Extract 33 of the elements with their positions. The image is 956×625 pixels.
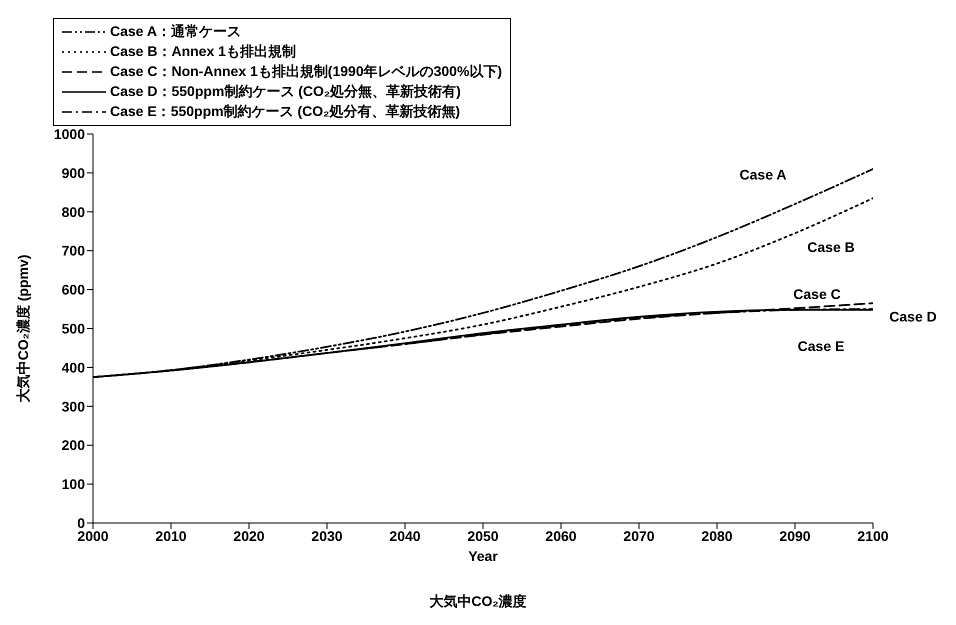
legend-label: Case A：通常ケース	[110, 23, 241, 41]
y-tick-label: 900	[62, 164, 86, 181]
x-tick-label: 2030	[311, 528, 343, 544]
legend-label: Case B：Annex 1も排出規制	[110, 43, 296, 61]
y-tick-label: 400	[62, 359, 86, 376]
x-tick-label: 2020	[233, 528, 265, 544]
x-tick-label: 2070	[623, 528, 655, 544]
legend-label: Case D：550ppm制約ケース (CO₂処分無、革新技術有)	[110, 83, 461, 101]
x-tick-label: 2090	[779, 528, 811, 544]
y-tick-label: 800	[62, 204, 86, 220]
y-tick-label: 100	[62, 476, 86, 492]
y-tick-label: 500	[62, 320, 86, 336]
y-tick-label: 1000	[54, 126, 86, 142]
x-tick-label: 2010	[155, 528, 187, 544]
y-tick-label: 600	[62, 282, 86, 298]
y-tick-label: 200	[62, 437, 86, 454]
annotation: Case E	[798, 338, 844, 354]
text: Case D	[889, 308, 937, 325]
annotation: Case B	[807, 238, 855, 255]
x-tick-label: 2060	[545, 528, 577, 544]
x-tick-label: 2050	[467, 528, 499, 544]
x-axis-title: Year	[468, 548, 498, 564]
annotation: Case C	[793, 286, 841, 302]
x-tick-label: 2080	[701, 528, 733, 544]
x-tick-label: 2100	[857, 528, 889, 544]
legend-label: Case C：Non-Annex 1も排出規制(1990年レベルの300%以下)	[110, 63, 502, 81]
y-axis-title: 大気中CO₂濃度 (ppmv)	[14, 254, 31, 402]
legend-label: Case E：550ppm制約ケース (CO₂処分有、革新技術無)	[110, 103, 460, 121]
y-tick-label: 300	[62, 398, 86, 414]
text: 大気中CO₂濃度	[428, 593, 528, 611]
x-tick-label: 2040	[389, 528, 421, 544]
y-tick-label: 700	[62, 242, 86, 259]
annotation: Case A	[740, 166, 786, 183]
